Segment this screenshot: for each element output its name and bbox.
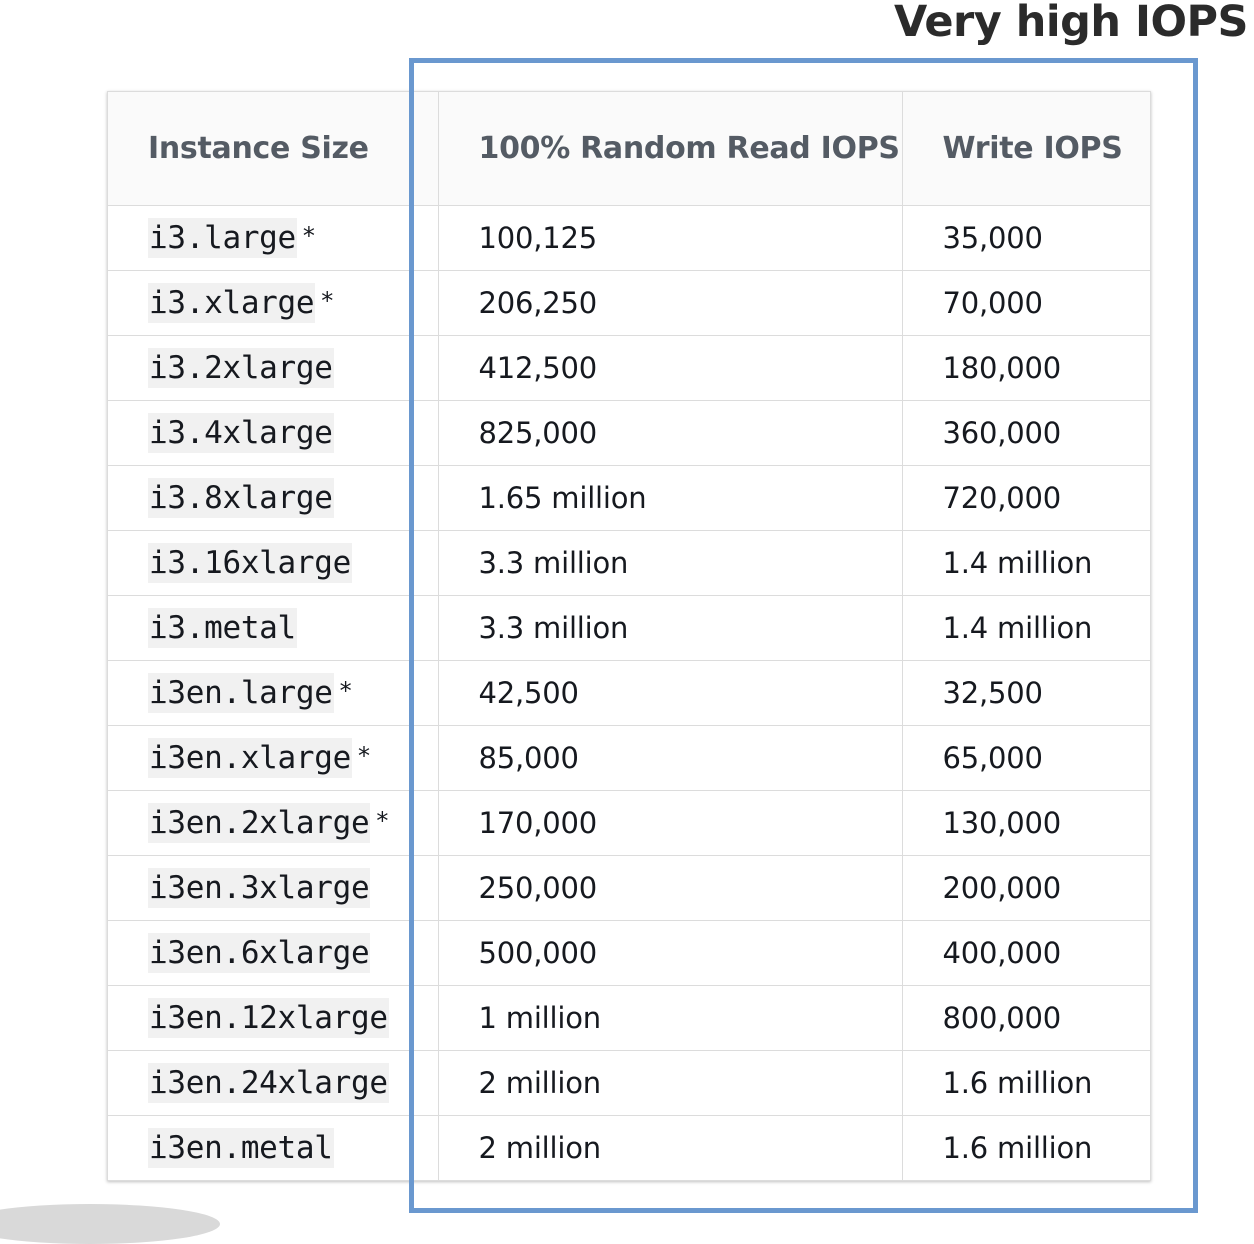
- cell-instance-size: i3.16xlarge: [108, 530, 439, 596]
- table-row: i3en.6xlarge 500,000 400,000: [108, 920, 1150, 986]
- table-row: i3en.metal 2 million 1.6 million: [108, 1115, 1150, 1180]
- instance-size-code: i3en.large: [148, 673, 334, 713]
- cell-instance-size: i3.metal: [108, 595, 439, 661]
- cell-write-iops: 180,000: [902, 335, 1150, 401]
- instance-size-code: i3en.24xlarge: [148, 1063, 389, 1103]
- iops-table: Instance Size 100% Random Read IOPS Writ…: [108, 92, 1150, 1180]
- instance-size-code: i3en.metal: [148, 1128, 334, 1168]
- cell-write-iops: 32,500: [902, 660, 1150, 726]
- table-row: i3.large * 100,125 35,000: [108, 205, 1150, 271]
- cell-instance-size: i3en.xlarge *: [108, 725, 439, 791]
- table-body: i3.large * 100,125 35,000 i3.xlarge * 206,250 7…: [108, 205, 1150, 1180]
- instance-size-code: i3.xlarge: [148, 283, 316, 323]
- footnote-asterisk: *: [302, 222, 315, 250]
- instance-size-code: i3en.2xlarge: [148, 803, 371, 843]
- cell-write-iops: 1.6 million: [902, 1050, 1150, 1116]
- table-row: i3en.xlarge * 85,000 65,000: [108, 725, 1150, 791]
- cell-write-iops: 200,000: [902, 855, 1150, 921]
- cell-random-read-iops: 825,000: [438, 400, 903, 466]
- cell-instance-size: i3en.6xlarge: [108, 920, 439, 986]
- cell-random-read-iops: 42,500: [438, 660, 903, 726]
- cell-random-read-iops: 1.65 million: [438, 465, 903, 531]
- cell-random-read-iops: 500,000: [438, 920, 903, 986]
- cell-write-iops: 1.4 million: [902, 530, 1150, 596]
- cell-random-read-iops: 1 million: [438, 985, 903, 1051]
- cell-random-read-iops: 2 million: [438, 1115, 903, 1180]
- table-row: i3.2xlarge 412,500 180,000: [108, 335, 1150, 401]
- table-row: i3.metal 3.3 million 1.4 million: [108, 595, 1150, 661]
- cell-write-iops: 720,000: [902, 465, 1150, 531]
- decorative-swoosh: [0, 1204, 220, 1244]
- iops-table-container: Instance Size 100% Random Read IOPS Writ…: [107, 91, 1151, 1181]
- cell-instance-size: i3en.large *: [108, 660, 439, 726]
- cell-random-read-iops: 412,500: [438, 335, 903, 401]
- cell-write-iops: 1.4 million: [902, 595, 1150, 661]
- instance-size-code: i3.metal: [148, 608, 297, 648]
- table-row: i3.4xlarge 825,000 360,000: [108, 400, 1150, 466]
- footnote-asterisk: *: [376, 807, 389, 835]
- table-row: i3.xlarge * 206,250 70,000: [108, 270, 1150, 336]
- cell-write-iops: 70,000: [902, 270, 1150, 336]
- table-header-row: Instance Size 100% Random Read IOPS Writ…: [108, 92, 1150, 206]
- cell-write-iops: 130,000: [902, 790, 1150, 856]
- cell-random-read-iops: 2 million: [438, 1050, 903, 1116]
- cell-random-read-iops: 206,250: [438, 270, 903, 336]
- table-row: i3en.24xlarge 2 million 1.6 million: [108, 1050, 1150, 1116]
- instance-size-code: i3en.6xlarge: [148, 933, 371, 973]
- instance-size-code: i3.4xlarge: [148, 413, 334, 453]
- cell-write-iops: 800,000: [902, 985, 1150, 1051]
- cell-instance-size: i3en.12xlarge: [108, 985, 439, 1051]
- table-row: i3.8xlarge 1.65 million 720,000: [108, 465, 1150, 531]
- footnote-asterisk: *: [339, 677, 352, 705]
- table-row: i3en.large * 42,500 32,500: [108, 660, 1150, 726]
- cell-random-read-iops: 3.3 million: [438, 530, 903, 596]
- cell-random-read-iops: 85,000: [438, 725, 903, 791]
- instance-size-code: i3.large: [148, 218, 297, 258]
- cell-instance-size: i3.xlarge *: [108, 270, 439, 336]
- cell-instance-size: i3.8xlarge: [108, 465, 439, 531]
- footnote-asterisk: *: [358, 742, 370, 770]
- cell-write-iops: 360,000: [902, 400, 1150, 466]
- header-random-read-iops: 100% Random Read IOPS: [438, 92, 903, 206]
- instance-size-code: i3.16xlarge: [148, 543, 352, 583]
- cell-random-read-iops: 100,125: [438, 205, 903, 271]
- cell-instance-size: i3.4xlarge: [108, 400, 439, 466]
- table-row: i3en.3xlarge 250,000 200,000: [108, 855, 1150, 921]
- cell-instance-size: i3en.3xlarge: [108, 855, 439, 921]
- instance-size-code: i3en.xlarge: [148, 738, 352, 778]
- cell-write-iops: 65,000: [902, 725, 1150, 791]
- cell-random-read-iops: 170,000: [438, 790, 903, 856]
- header-instance-size: Instance Size: [108, 92, 439, 206]
- instance-size-code: i3.2xlarge: [148, 348, 334, 388]
- table-row: i3.16xlarge 3.3 million 1.4 million: [108, 530, 1150, 596]
- cell-instance-size: i3en.metal: [108, 1115, 439, 1180]
- cell-random-read-iops: 250,000: [438, 855, 903, 921]
- footnote-asterisk: *: [321, 287, 334, 315]
- instance-size-code: i3en.3xlarge: [148, 868, 371, 908]
- cell-write-iops: 1.6 million: [942, 1131, 1093, 1165]
- cell-instance-size: i3.2xlarge: [108, 335, 439, 401]
- cell-instance-size: i3en.2xlarge *: [108, 790, 439, 856]
- cell-write-iops: 35,000: [902, 205, 1150, 271]
- instance-size-code: i3.8xlarge: [148, 478, 334, 518]
- cell-write-iops: 400,000: [902, 920, 1150, 986]
- cell-instance-size: i3.large *: [108, 205, 439, 271]
- cell-random-read-iops: 3.3 million: [438, 595, 903, 661]
- cell-instance-size: i3en.24xlarge: [108, 1050, 439, 1116]
- header-write-iops: Write IOPS: [902, 92, 1150, 206]
- table-row: i3en.2xlarge * 170,000 130,000: [108, 790, 1150, 856]
- callout-title: Very high IOPS: [893, 0, 1249, 47]
- table-row: i3en.12xlarge 1 million 800,000: [108, 985, 1150, 1051]
- instance-size-code: i3en.12xlarge: [148, 998, 389, 1038]
